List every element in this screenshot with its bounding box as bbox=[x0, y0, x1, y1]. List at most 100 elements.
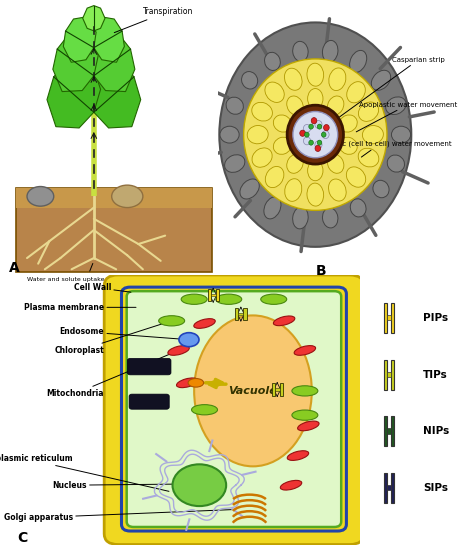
Ellipse shape bbox=[188, 378, 204, 387]
Ellipse shape bbox=[350, 199, 366, 217]
FancyBboxPatch shape bbox=[16, 188, 212, 272]
Polygon shape bbox=[90, 33, 135, 91]
Ellipse shape bbox=[307, 183, 324, 206]
Ellipse shape bbox=[346, 167, 365, 187]
Ellipse shape bbox=[294, 345, 316, 355]
Ellipse shape bbox=[309, 140, 313, 145]
Bar bbox=[280, 383, 283, 395]
Ellipse shape bbox=[252, 148, 272, 167]
Text: Vacuole: Vacuole bbox=[228, 386, 277, 396]
Ellipse shape bbox=[387, 155, 404, 172]
Ellipse shape bbox=[307, 63, 324, 86]
Ellipse shape bbox=[273, 115, 292, 132]
Ellipse shape bbox=[216, 294, 242, 304]
Ellipse shape bbox=[322, 131, 329, 139]
Text: Plasma membrane: Plasma membrane bbox=[24, 303, 136, 312]
Text: Casparian strip: Casparian strip bbox=[338, 57, 445, 118]
Ellipse shape bbox=[300, 130, 305, 136]
Ellipse shape bbox=[311, 118, 317, 124]
Ellipse shape bbox=[265, 167, 284, 188]
Ellipse shape bbox=[308, 161, 323, 181]
Ellipse shape bbox=[373, 180, 389, 197]
Bar bbox=[216, 289, 219, 301]
Bar bbox=[383, 416, 387, 447]
Text: Golgi apparatus: Golgi apparatus bbox=[4, 510, 233, 522]
Bar bbox=[383, 473, 387, 503]
Polygon shape bbox=[82, 6, 105, 31]
Ellipse shape bbox=[173, 464, 226, 506]
Ellipse shape bbox=[317, 124, 322, 129]
Text: SIPs: SIPs bbox=[423, 483, 448, 493]
Ellipse shape bbox=[27, 186, 54, 206]
Text: A: A bbox=[9, 261, 20, 275]
Text: C: C bbox=[18, 531, 28, 545]
Ellipse shape bbox=[292, 207, 308, 229]
Ellipse shape bbox=[321, 132, 326, 137]
Ellipse shape bbox=[324, 124, 329, 131]
Ellipse shape bbox=[280, 480, 302, 490]
Ellipse shape bbox=[264, 197, 281, 219]
Ellipse shape bbox=[159, 316, 185, 326]
Ellipse shape bbox=[226, 97, 243, 114]
Bar bbox=[211, 294, 216, 296]
Ellipse shape bbox=[358, 102, 379, 122]
Ellipse shape bbox=[392, 126, 410, 143]
Ellipse shape bbox=[292, 386, 318, 396]
Ellipse shape bbox=[315, 120, 322, 129]
Ellipse shape bbox=[315, 145, 321, 151]
Ellipse shape bbox=[292, 41, 308, 62]
Ellipse shape bbox=[285, 179, 302, 201]
Ellipse shape bbox=[317, 140, 322, 145]
Ellipse shape bbox=[240, 179, 259, 199]
Text: Water and solute uptake through root: Water and solute uptake through root bbox=[27, 263, 146, 282]
Ellipse shape bbox=[191, 405, 218, 415]
Text: NIPs: NIPs bbox=[423, 426, 449, 436]
Ellipse shape bbox=[298, 421, 319, 431]
Ellipse shape bbox=[347, 81, 365, 103]
Ellipse shape bbox=[293, 112, 337, 158]
Bar bbox=[391, 360, 394, 390]
Text: PIPs: PIPs bbox=[423, 313, 448, 323]
Text: Endoplasmic reticulum: Endoplasmic reticulum bbox=[0, 454, 169, 491]
FancyBboxPatch shape bbox=[104, 275, 364, 544]
Ellipse shape bbox=[287, 96, 303, 115]
Bar bbox=[272, 383, 275, 395]
Text: TIPs: TIPs bbox=[423, 370, 447, 379]
Ellipse shape bbox=[363, 125, 383, 144]
Bar bbox=[235, 308, 238, 320]
Ellipse shape bbox=[309, 124, 313, 129]
Ellipse shape bbox=[303, 124, 310, 133]
Ellipse shape bbox=[350, 51, 367, 73]
Ellipse shape bbox=[252, 102, 273, 121]
Bar bbox=[387, 315, 391, 321]
Ellipse shape bbox=[287, 154, 303, 173]
FancyBboxPatch shape bbox=[16, 188, 212, 207]
Bar bbox=[391, 416, 394, 447]
Ellipse shape bbox=[247, 125, 268, 144]
Bar bbox=[208, 289, 211, 301]
Ellipse shape bbox=[168, 345, 189, 355]
Ellipse shape bbox=[264, 52, 280, 70]
Text: Mitochondria: Mitochondria bbox=[46, 351, 176, 398]
Ellipse shape bbox=[176, 378, 198, 388]
Ellipse shape bbox=[273, 316, 295, 326]
Bar bbox=[383, 303, 387, 333]
Ellipse shape bbox=[112, 185, 143, 207]
Text: B: B bbox=[315, 264, 326, 278]
Ellipse shape bbox=[371, 70, 391, 90]
Ellipse shape bbox=[194, 318, 215, 328]
Polygon shape bbox=[53, 33, 98, 91]
Ellipse shape bbox=[219, 23, 411, 247]
Ellipse shape bbox=[261, 294, 287, 304]
Bar bbox=[243, 308, 246, 320]
Ellipse shape bbox=[194, 316, 312, 466]
Ellipse shape bbox=[322, 208, 338, 228]
Polygon shape bbox=[47, 61, 100, 128]
Bar bbox=[387, 372, 391, 377]
Ellipse shape bbox=[329, 68, 346, 91]
Ellipse shape bbox=[328, 179, 346, 201]
Ellipse shape bbox=[339, 137, 357, 155]
Ellipse shape bbox=[305, 132, 309, 137]
Ellipse shape bbox=[308, 89, 323, 109]
Bar bbox=[238, 313, 243, 315]
